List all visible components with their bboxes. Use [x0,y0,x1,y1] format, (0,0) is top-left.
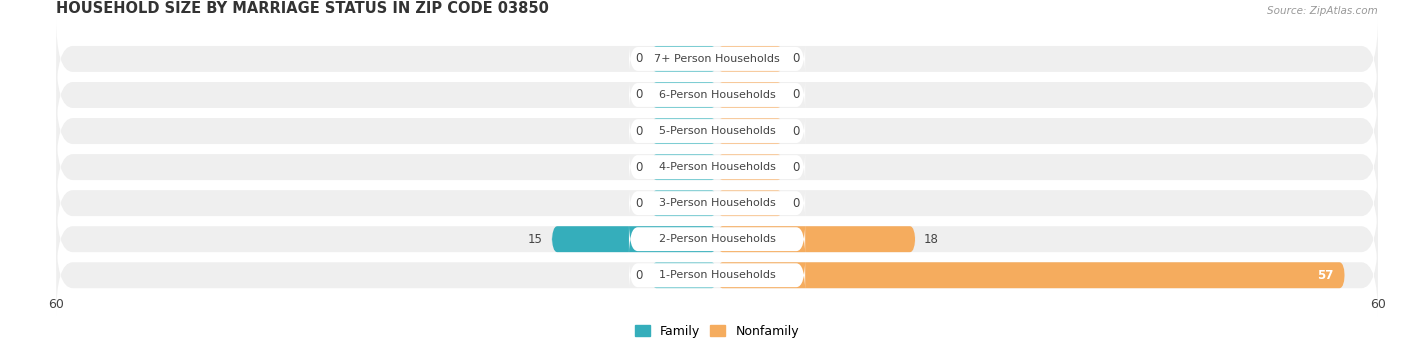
Text: 0: 0 [792,197,800,210]
FancyBboxPatch shape [651,118,717,144]
FancyBboxPatch shape [651,190,717,216]
FancyBboxPatch shape [56,234,1378,316]
Legend: Family, Nonfamily: Family, Nonfamily [630,320,804,341]
Text: 0: 0 [634,89,643,102]
Text: 0: 0 [634,53,643,65]
FancyBboxPatch shape [628,222,806,256]
Text: 0: 0 [792,161,800,174]
Text: 0: 0 [792,124,800,137]
FancyBboxPatch shape [56,126,1378,208]
Text: 0: 0 [634,269,643,282]
FancyBboxPatch shape [628,258,806,292]
FancyBboxPatch shape [628,114,806,148]
FancyBboxPatch shape [628,78,806,112]
Text: 4-Person Households: 4-Person Households [658,162,776,172]
FancyBboxPatch shape [717,190,783,216]
FancyBboxPatch shape [56,162,1378,244]
Text: Source: ZipAtlas.com: Source: ZipAtlas.com [1267,6,1378,16]
FancyBboxPatch shape [651,46,717,72]
FancyBboxPatch shape [717,82,783,108]
FancyBboxPatch shape [628,42,806,76]
Text: 0: 0 [634,161,643,174]
Text: 0: 0 [792,53,800,65]
FancyBboxPatch shape [56,198,1378,280]
Text: 57: 57 [1317,269,1334,282]
FancyBboxPatch shape [651,154,717,180]
FancyBboxPatch shape [651,262,717,288]
FancyBboxPatch shape [717,154,783,180]
FancyBboxPatch shape [717,118,783,144]
Text: 0: 0 [634,124,643,137]
Text: 18: 18 [924,233,939,246]
Text: 2-Person Households: 2-Person Households [658,234,776,244]
FancyBboxPatch shape [717,46,783,72]
Text: 1-Person Households: 1-Person Households [658,270,776,280]
FancyBboxPatch shape [56,18,1378,100]
FancyBboxPatch shape [551,226,717,252]
FancyBboxPatch shape [717,262,1344,288]
Text: 3-Person Households: 3-Person Households [658,198,776,208]
FancyBboxPatch shape [56,54,1378,136]
FancyBboxPatch shape [717,226,915,252]
FancyBboxPatch shape [56,90,1378,172]
Text: 5-Person Households: 5-Person Households [658,126,776,136]
Text: 6-Person Households: 6-Person Households [658,90,776,100]
Text: HOUSEHOLD SIZE BY MARRIAGE STATUS IN ZIP CODE 03850: HOUSEHOLD SIZE BY MARRIAGE STATUS IN ZIP… [56,1,550,16]
FancyBboxPatch shape [628,150,806,184]
FancyBboxPatch shape [651,82,717,108]
Text: 15: 15 [529,233,543,246]
Text: 0: 0 [634,197,643,210]
Text: 7+ Person Households: 7+ Person Households [654,54,780,64]
Text: 0: 0 [792,89,800,102]
FancyBboxPatch shape [628,186,806,220]
